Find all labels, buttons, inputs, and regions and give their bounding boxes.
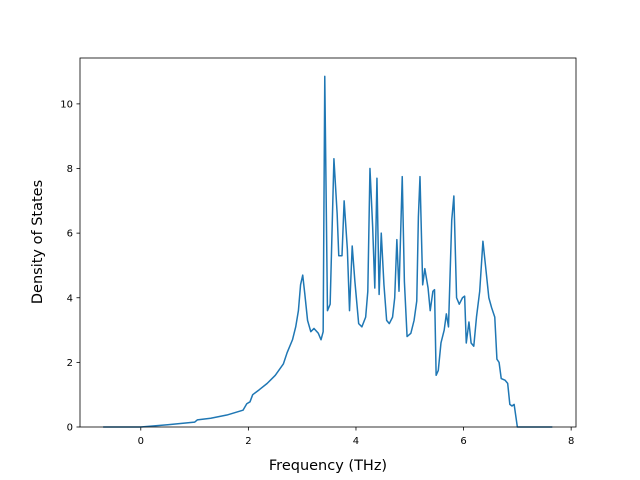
data-line <box>103 75 553 428</box>
x-tick-label: 2 <box>245 436 251 447</box>
x-tick-label: 6 <box>460 436 466 447</box>
y-axis-label: Density of States <box>30 180 46 304</box>
plot-frame <box>79 57 577 428</box>
y-tick-label: 2 <box>67 358 73 369</box>
y-tick-label: 6 <box>67 229 73 240</box>
x-tick-label: 0 <box>138 436 144 447</box>
y-tick-label: 10 <box>60 99 73 110</box>
y-tick-label: 4 <box>67 293 73 304</box>
x-axis-label: Frequency (THz) <box>269 458 387 474</box>
y-tick-label: 0 <box>67 423 73 434</box>
y-tick-label: 8 <box>67 164 73 175</box>
x-tick-label: 8 <box>568 436 574 447</box>
x-tick-label: 4 <box>353 436 359 447</box>
